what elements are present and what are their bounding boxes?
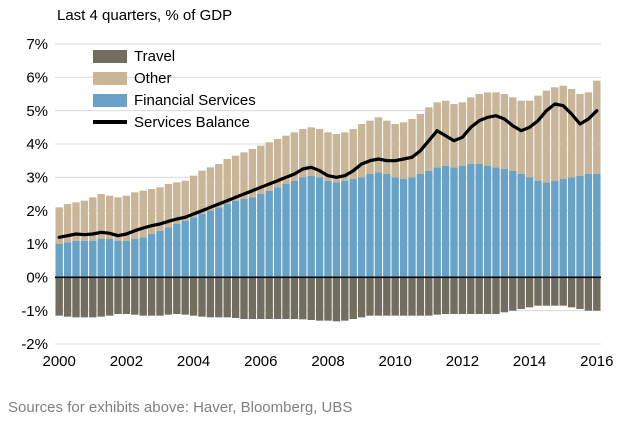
svg-text:1%: 1% — [26, 236, 48, 253]
svg-text:2004: 2004 — [177, 353, 210, 370]
source-note: Sources for exhibits above: Haver, Bloom… — [8, 399, 353, 416]
svg-text:2014: 2014 — [513, 353, 546, 370]
chart-canvas: 7% 6% 5% 4% 3% 2% 1% 0% -1% -2%2000 2002 2004 2006 20… — [21, 36, 613, 370]
legend-item-services-balance: Services Balance — [93, 111, 256, 133]
svg-text:2010: 2010 — [379, 353, 412, 370]
travel-swatch-icon — [93, 49, 127, 63]
legend-item-financial-services: Financial Services — [93, 89, 256, 111]
svg-text:7%: 7% — [26, 36, 48, 53]
chart-title: Last 4 quarters, % of GDP — [57, 7, 233, 24]
legend-label-financial-services: Financial Services — [134, 91, 256, 109]
financial-services-swatch-icon — [93, 93, 127, 107]
svg-text:-1%: -1% — [21, 303, 48, 320]
svg-text:2000: 2000 — [43, 353, 76, 370]
svg-text:2016: 2016 — [580, 353, 613, 370]
other-swatch-icon — [93, 71, 127, 85]
svg-text:-2%: -2% — [21, 336, 48, 353]
svg-text:2002: 2002 — [110, 353, 143, 370]
svg-text:2012: 2012 — [446, 353, 479, 370]
svg-text:4%: 4% — [26, 136, 48, 153]
chart-legend: Travel Other Financial Services Services… — [93, 45, 256, 133]
svg-text:6%: 6% — [26, 69, 48, 86]
legend-label-other: Other — [134, 69, 172, 87]
legend-label-travel: Travel — [134, 47, 176, 65]
svg-text:3%: 3% — [26, 169, 48, 186]
legend-item-travel: Travel — [93, 45, 256, 67]
svg-text:2%: 2% — [26, 203, 48, 220]
svg-text:0%: 0% — [26, 269, 48, 286]
svg-text:2008: 2008 — [311, 353, 344, 370]
svg-text:2006: 2006 — [244, 353, 277, 370]
services-balance-line-icon — [93, 120, 127, 124]
svg-text:5%: 5% — [26, 103, 48, 120]
legend-item-other: Other — [93, 67, 256, 89]
legend-label-services-balance: Services Balance — [134, 113, 250, 131]
